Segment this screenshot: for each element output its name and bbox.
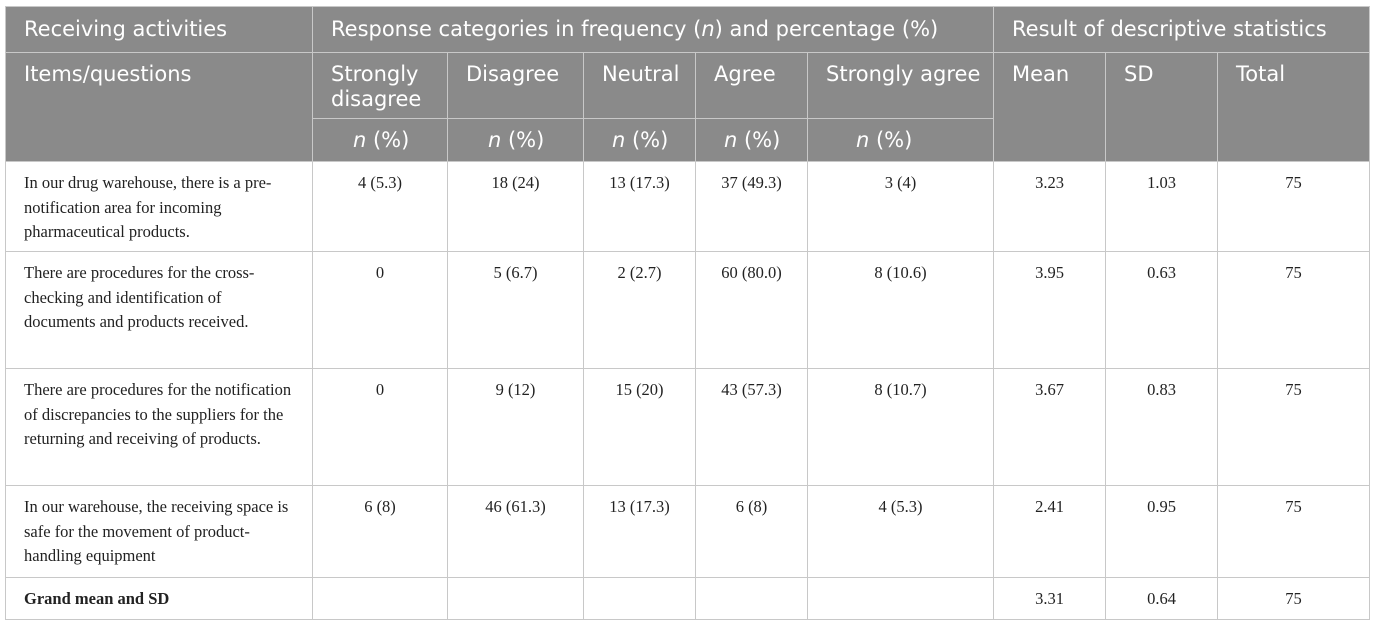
cell-sd: 0.83	[1105, 368, 1218, 486]
table-body: In our drug warehouse, there is a pre-no…	[5, 161, 1371, 620]
cell-strongly-agree: 8 (10.6)	[807, 251, 994, 369]
receiving-activities-table: Receiving activities Response categories…	[5, 6, 1371, 620]
cell-sd: 1.03	[1105, 161, 1218, 252]
grand-mean-label: Grand mean and SD	[5, 577, 313, 620]
header-sd: SD	[1105, 52, 1218, 162]
grand-mean-value: 3.31	[993, 577, 1106, 620]
item-text: There are procedures for the notificatio…	[5, 368, 313, 486]
header-n-pct: n (%)	[695, 118, 808, 162]
table-row: There are procedures for the notificatio…	[5, 368, 1371, 486]
item-text: In our drug warehouse, there is a pre-no…	[5, 161, 313, 252]
cell-agree: 6 (8)	[695, 485, 808, 578]
table-row: There are procedures for the cross-check…	[5, 251, 1371, 369]
cell-total: 75	[1216, 251, 1371, 369]
cell-agree: 60 (80.0)	[695, 251, 808, 369]
table-row: In our drug warehouse, there is a pre-no…	[5, 161, 1371, 252]
cell-disagree: 9 (12)	[447, 368, 584, 486]
empty-cell	[447, 577, 584, 620]
cell-strongly-disagree: 4 (5.3)	[312, 161, 448, 252]
grand-sd-value: 0.64	[1105, 577, 1218, 620]
header-receiving-activities: Receiving activities	[5, 6, 313, 53]
item-text: In our warehouse, the receiving space is…	[5, 485, 313, 578]
cell-sd: 0.95	[1105, 485, 1218, 578]
header-strongly-disagree: Strongly disagree	[312, 52, 448, 119]
header-disagree: Disagree	[447, 52, 584, 119]
cell-strongly-agree: 4 (5.3)	[807, 485, 994, 578]
cell-strongly-disagree: 6 (8)	[312, 485, 448, 578]
empty-cell	[312, 577, 448, 620]
header-n-pct: n (%)	[447, 118, 584, 162]
cell-mean: 3.67	[993, 368, 1106, 486]
cell-mean: 2.41	[993, 485, 1106, 578]
header-strongly-agree: Strongly agree	[807, 52, 994, 119]
cell-agree: 37 (49.3)	[695, 161, 808, 252]
header-total: Total	[1216, 52, 1371, 162]
cell-disagree: 5 (6.7)	[447, 251, 584, 369]
table-row: In our warehouse, the receiving space is…	[5, 485, 1371, 578]
empty-cell	[807, 577, 994, 620]
cell-agree: 43 (57.3)	[695, 368, 808, 486]
header-n-pct: n (%)	[807, 118, 994, 162]
empty-cell	[583, 577, 696, 620]
item-text: There are procedures for the cross-check…	[5, 251, 313, 369]
cell-neutral: 13 (17.3)	[583, 485, 696, 578]
grand-total-value: 75	[1216, 577, 1371, 620]
header-descriptive-statistics: Result of descriptive statistics	[992, 6, 1371, 53]
cell-strongly-disagree: 0	[312, 368, 448, 486]
cell-strongly-agree: 8 (10.7)	[807, 368, 994, 486]
cell-neutral: 2 (2.7)	[583, 251, 696, 369]
cell-total: 75	[1216, 485, 1371, 578]
header-neutral: Neutral	[583, 52, 696, 119]
header-n-pct: n (%)	[583, 118, 696, 162]
cell-sd: 0.63	[1105, 251, 1218, 369]
header-n-pct: n (%)	[312, 118, 448, 162]
header-agree: Agree	[695, 52, 808, 119]
cell-neutral: 13 (17.3)	[583, 161, 696, 252]
cell-total: 75	[1216, 368, 1371, 486]
cell-strongly-disagree: 0	[312, 251, 448, 369]
header-mean: Mean	[993, 52, 1106, 162]
cell-strongly-agree: 3 (4)	[807, 161, 994, 252]
grand-mean-row: Grand mean and SD 3.31 0.64 75	[5, 577, 1371, 620]
table-header: Receiving activities Response categories…	[5, 6, 1371, 162]
header-response-categories: Response categories in frequency (n) and…	[312, 6, 994, 53]
cell-disagree: 46 (61.3)	[447, 485, 584, 578]
cell-disagree: 18 (24)	[447, 161, 584, 252]
cell-total: 75	[1216, 161, 1371, 252]
empty-cell	[695, 577, 808, 620]
cell-mean: 3.95	[993, 251, 1106, 369]
cell-neutral: 15 (20)	[583, 368, 696, 486]
cell-mean: 3.23	[993, 161, 1106, 252]
header-items-questions: Items/questions	[5, 52, 313, 162]
